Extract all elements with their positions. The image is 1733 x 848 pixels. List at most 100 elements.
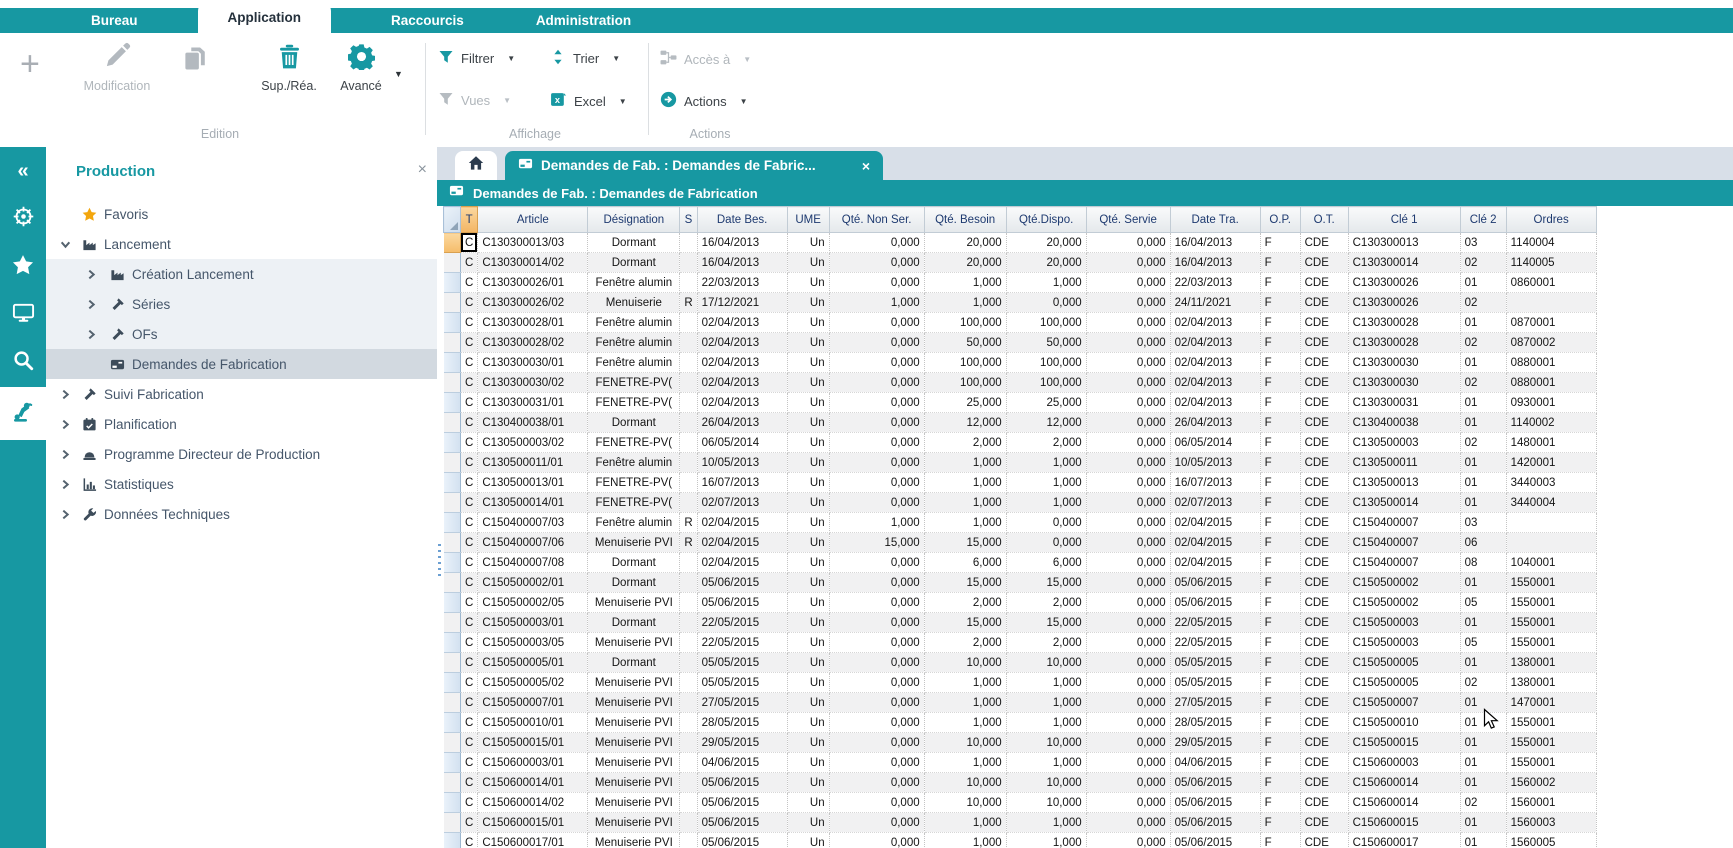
cell[interactable]: 02/04/2013 xyxy=(1170,332,1261,353)
cell[interactable]: C150600003 xyxy=(1348,752,1461,773)
cell[interactable]: 1,000 xyxy=(924,812,1007,833)
splitter-grip[interactable] xyxy=(438,544,441,578)
cell[interactable]: C xyxy=(460,472,479,493)
cell[interactable]: C150400007 xyxy=(1348,552,1461,573)
cell[interactable]: C130300026/01 xyxy=(477,272,589,293)
cell[interactable]: CDE xyxy=(1300,692,1349,713)
cell[interactable]: Un xyxy=(787,292,830,313)
cell[interactable]: C150600015 xyxy=(1348,812,1461,833)
cell[interactable]: 0,000 xyxy=(829,392,925,413)
cell[interactable]: 02/04/2013 xyxy=(697,352,788,373)
cell[interactable]: 0,000 xyxy=(829,432,925,453)
chevron-right-icon[interactable] xyxy=(60,478,72,490)
cell[interactable]: 0870001 xyxy=(1506,312,1597,333)
cell[interactable]: Un xyxy=(787,412,830,433)
cell[interactable]: 02/07/2013 xyxy=(697,492,788,513)
cell[interactable]: C xyxy=(460,292,479,313)
cell[interactable]: CDE xyxy=(1300,652,1349,673)
cell[interactable]: 1380001 xyxy=(1506,672,1597,693)
cell[interactable]: C130300030/01 xyxy=(477,352,589,373)
row-selector[interactable] xyxy=(443,692,461,713)
cell[interactable]: Dormant xyxy=(587,412,681,433)
cell[interactable]: 22/05/2015 xyxy=(697,632,788,653)
tab-close-icon[interactable]: × xyxy=(861,157,870,174)
cell[interactable]: C150500003/05 xyxy=(477,632,589,653)
cell[interactable]: 15,000 xyxy=(924,612,1007,633)
cell[interactable]: Un xyxy=(787,552,830,573)
cell[interactable] xyxy=(679,572,698,593)
cell[interactable]: 1,000 xyxy=(1006,752,1087,773)
filtrer-dropdown-icon[interactable]: ▼ xyxy=(507,54,516,63)
cell[interactable]: 0,000 xyxy=(829,552,925,573)
cell[interactable]: C150500005/02 xyxy=(477,672,589,693)
cell[interactable]: 0,000 xyxy=(1086,512,1171,533)
cell[interactable]: 1,000 xyxy=(1006,692,1087,713)
cell[interactable]: 05 xyxy=(1460,592,1507,613)
row-selector[interactable] xyxy=(443,472,461,493)
cell[interactable] xyxy=(679,832,698,848)
cell[interactable]: Dormant xyxy=(587,232,681,253)
sidebar-item-creation-lancement[interactable]: Création Lancement xyxy=(46,259,437,289)
cell[interactable]: F xyxy=(1260,252,1301,273)
cell[interactable]: 05/06/2015 xyxy=(1170,832,1261,848)
cell[interactable]: C150500010/01 xyxy=(477,712,589,733)
cell[interactable]: 03 xyxy=(1460,512,1507,533)
cell[interactable]: C130300026 xyxy=(1348,292,1461,313)
sidebar-item-series[interactable]: Séries xyxy=(46,289,437,319)
cell[interactable]: 15,000 xyxy=(1006,612,1087,633)
chevron-right-icon[interactable] xyxy=(60,388,72,400)
chevron-right-icon[interactable] xyxy=(60,508,72,520)
cell[interactable]: C150500005 xyxy=(1348,672,1461,693)
cell[interactable]: C150600015/01 xyxy=(477,812,589,833)
row-selector[interactable] xyxy=(443,712,461,733)
avance-button[interactable]: Avancé xyxy=(332,43,390,93)
cell[interactable]: 0,000 xyxy=(1086,712,1171,733)
cell[interactable]: F xyxy=(1260,632,1301,653)
cell[interactable]: 29/05/2015 xyxy=(1170,732,1261,753)
cell[interactable]: 0,000 xyxy=(829,472,925,493)
cell[interactable]: Dormant xyxy=(587,612,681,633)
sidebar-item-suivi-fabrication[interactable]: Suivi Fabrication xyxy=(46,379,437,409)
cell[interactable]: 01 xyxy=(1460,452,1507,473)
cell[interactable]: F xyxy=(1260,272,1301,293)
cell[interactable]: 1560001 xyxy=(1506,792,1597,813)
cell[interactable]: 20,000 xyxy=(1006,252,1087,273)
cell[interactable]: 0,000 xyxy=(829,492,925,513)
cell[interactable]: F xyxy=(1260,472,1301,493)
actions-button[interactable]: Actions ▼ xyxy=(660,91,748,111)
cell[interactable]: FENETRE-PV( xyxy=(587,492,681,513)
cell[interactable]: 0930001 xyxy=(1506,392,1597,413)
cell[interactable]: 02/04/2015 xyxy=(1170,512,1261,533)
cell[interactable]: 0,000 xyxy=(1086,612,1171,633)
column-header-o-p[interactable]: O.P. xyxy=(1259,206,1301,233)
cell[interactable]: 2,000 xyxy=(1006,592,1087,613)
sidebar-item-lancement[interactable]: Lancement xyxy=(46,229,437,259)
cell[interactable]: 0,000 xyxy=(829,412,925,433)
cell[interactable]: CDE xyxy=(1300,612,1349,633)
cell[interactable]: Dormant xyxy=(587,572,681,593)
chevron-down-icon[interactable] xyxy=(60,238,72,250)
cell[interactable] xyxy=(679,272,698,293)
cell[interactable]: CDE xyxy=(1300,732,1349,753)
cell[interactable]: FENETRE-PV( xyxy=(587,472,681,493)
cell[interactable]: C xyxy=(460,612,479,633)
cell[interactable]: CDE xyxy=(1300,772,1349,793)
column-header-ordres[interactable]: Ordres xyxy=(1505,206,1597,233)
cell[interactable] xyxy=(679,492,698,513)
cell[interactable] xyxy=(679,672,698,693)
cell[interactable]: 0,000 xyxy=(1086,572,1171,593)
cell[interactable]: 01 xyxy=(1460,472,1507,493)
cell[interactable]: Dormant xyxy=(587,252,681,273)
cell[interactable]: 01 xyxy=(1460,812,1507,833)
cell[interactable]: 100,000 xyxy=(1006,312,1087,333)
cell[interactable]: CDE xyxy=(1300,292,1349,313)
cell[interactable]: 05 xyxy=(1460,632,1507,653)
cell[interactable]: CDE xyxy=(1300,752,1349,773)
cell[interactable]: C xyxy=(460,432,479,453)
cell[interactable]: Menuiserie PVI xyxy=(587,592,681,613)
cell[interactable]: C150500002/05 xyxy=(477,592,589,613)
cell[interactable]: 15,000 xyxy=(924,572,1007,593)
cell[interactable]: Un xyxy=(787,332,830,353)
cell[interactable]: F xyxy=(1260,332,1301,353)
cell[interactable]: CDE xyxy=(1300,412,1349,433)
